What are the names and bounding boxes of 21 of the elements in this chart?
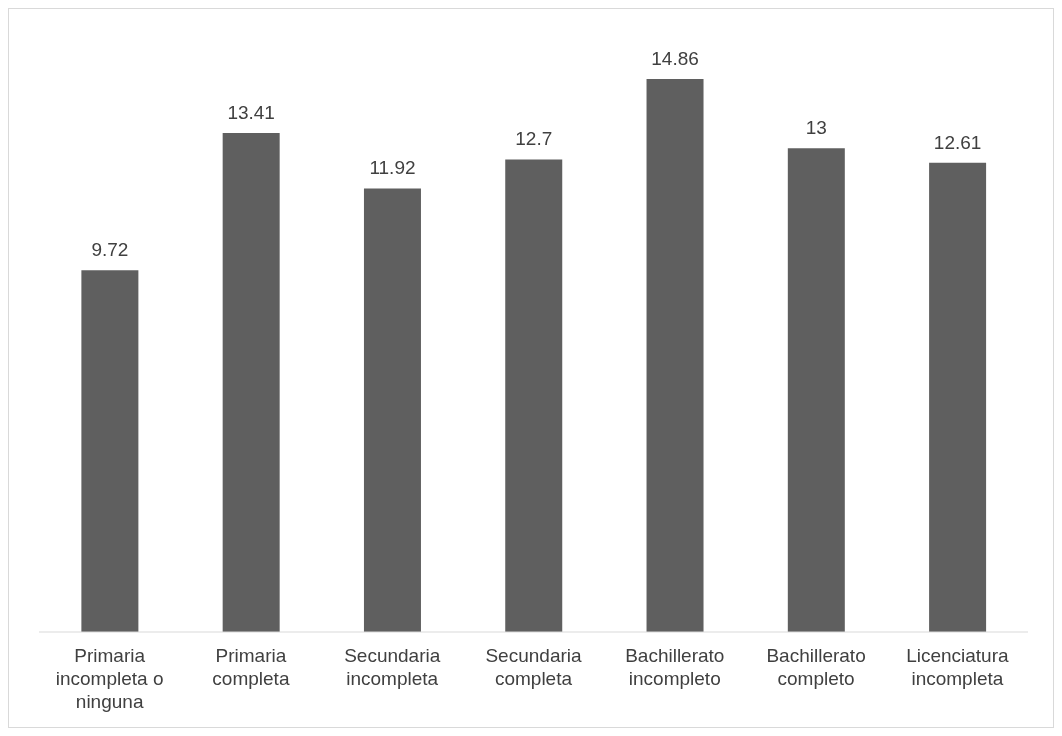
- data-label: 12.7: [515, 128, 553, 150]
- x-tick-label: Bachillerato incompleto: [625, 645, 725, 689]
- bar: [929, 162, 987, 632]
- bar: [81, 270, 139, 632]
- data-label: 13: [805, 117, 827, 139]
- bar: [646, 79, 704, 632]
- x-tick-label: Primaria incompleta o ninguna: [55, 645, 164, 712]
- x-tick-label: Primaria completa: [212, 645, 290, 689]
- data-label: 13.41: [227, 101, 275, 123]
- x-tick-label: Licenciatura incompleta: [906, 645, 1010, 689]
- bar: [787, 148, 845, 632]
- x-tick-label: Secundaria completa: [485, 645, 582, 689]
- bar: [222, 132, 280, 632]
- bar: [505, 159, 563, 632]
- data-label: 14.86: [651, 48, 699, 69]
- bar: [363, 188, 421, 632]
- data-label: 11.92: [369, 157, 416, 179]
- data-label: 9.72: [91, 239, 129, 261]
- x-tick-label: Secundaria incompleta: [344, 645, 441, 689]
- data-label: 12.61: [933, 131, 982, 153]
- x-tick-label: Bachillerato completo: [766, 645, 866, 689]
